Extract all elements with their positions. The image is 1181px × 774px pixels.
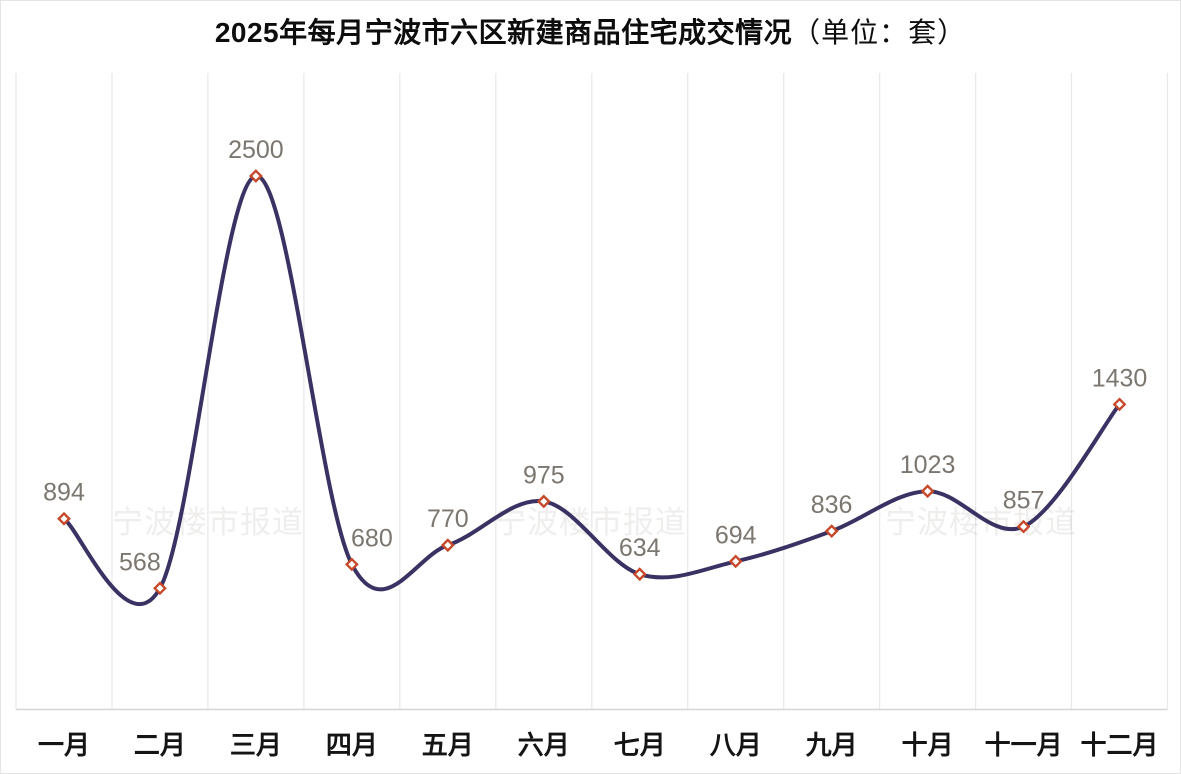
x-axis-label: 三月 bbox=[230, 730, 282, 760]
data-point-marker bbox=[248, 169, 263, 183]
data-label: 1430 bbox=[1092, 364, 1148, 392]
data-point-marker bbox=[57, 511, 71, 526]
watermark: 宁波楼市报道 bbox=[885, 505, 1077, 540]
data-point-marker bbox=[1016, 519, 1031, 534]
data-point-marker bbox=[920, 484, 935, 499]
x-axis-label: 七月 bbox=[614, 730, 666, 760]
data-point-marker bbox=[153, 581, 167, 596]
x-axis-label: 八月 bbox=[710, 730, 762, 760]
x-axis-label: 六月 bbox=[518, 730, 570, 760]
data-label: 770 bbox=[427, 505, 469, 533]
data-label: 836 bbox=[811, 491, 853, 519]
data-point-marker bbox=[440, 538, 455, 553]
data-label: 680 bbox=[351, 524, 393, 552]
data-point-marker bbox=[536, 494, 551, 509]
x-axis-label: 四月 bbox=[326, 730, 378, 760]
data-label: 975 bbox=[523, 461, 565, 489]
data-point-marker bbox=[344, 557, 359, 572]
data-point-marker bbox=[824, 524, 839, 538]
data-point-marker bbox=[632, 567, 647, 582]
data-label: 894 bbox=[43, 479, 85, 507]
x-axis-label: 二月 bbox=[134, 730, 186, 760]
x-axis-label: 十一月 bbox=[985, 730, 1063, 760]
data-label: 857 bbox=[1003, 487, 1045, 515]
data-point-marker bbox=[728, 554, 743, 569]
x-axis-label: 十二月 bbox=[1080, 730, 1158, 760]
chart-title: 2025年每月宁波市六区新建商品住宅成交情况（单位：套） bbox=[1, 16, 1180, 51]
chart-title-main: 2025年每月宁波市六区新建商品住宅成交情况 bbox=[214, 17, 793, 48]
data-label: 2500 bbox=[228, 136, 284, 164]
x-axis-label: 一月 bbox=[38, 730, 90, 760]
watermark: 宁波楼市报道 bbox=[112, 505, 304, 540]
x-axis-label: 九月 bbox=[805, 730, 858, 760]
data-label: 568 bbox=[119, 548, 161, 576]
data-label: 1023 bbox=[900, 451, 956, 479]
data-label: 634 bbox=[619, 534, 661, 562]
x-axis-label: 五月 bbox=[422, 730, 474, 760]
data-label: 694 bbox=[715, 521, 757, 549]
chart-title-unit: （单位：套） bbox=[792, 18, 967, 49]
x-axis-label: 十月 bbox=[902, 730, 954, 760]
data-point-marker bbox=[1112, 397, 1127, 412]
